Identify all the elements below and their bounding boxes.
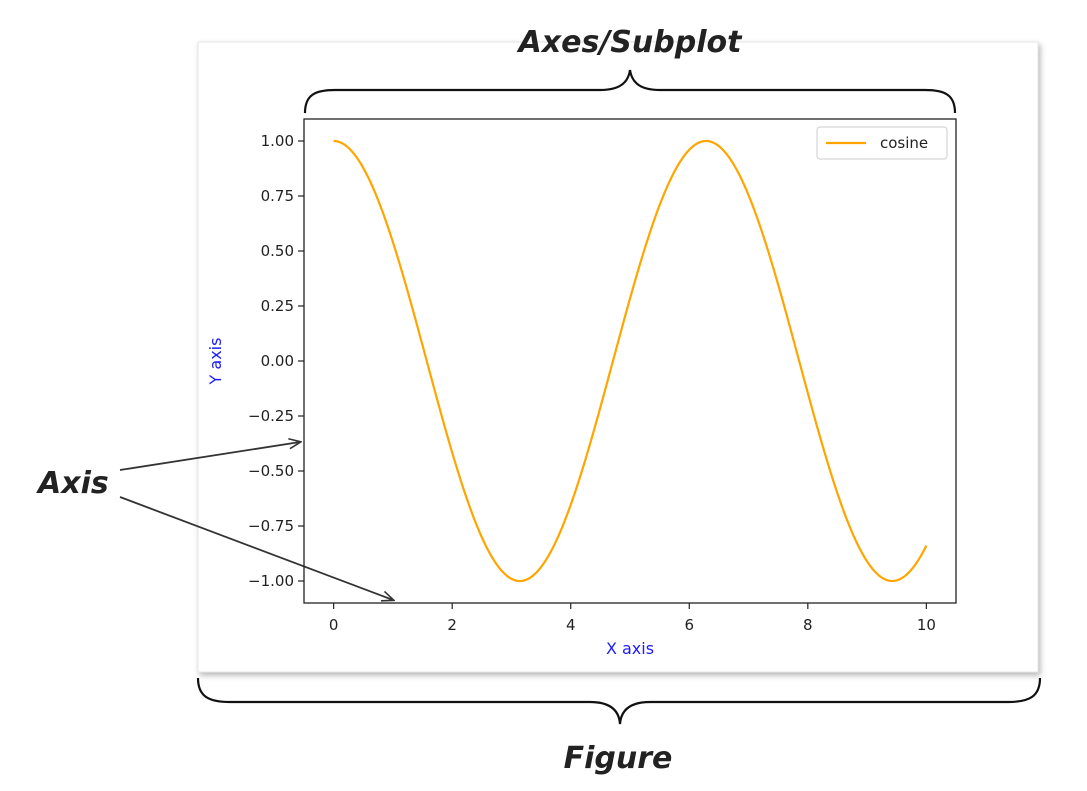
figure-brace — [196, 677, 1042, 725]
y-tick-label: −0.50 — [248, 462, 294, 480]
y-tick-label: −0.25 — [248, 407, 294, 425]
axis-arrow-x — [119, 496, 393, 600]
y-tick-label: 1.00 — [261, 132, 294, 150]
series-line-cosine — [333, 139, 928, 583]
x-tick-label: 0 — [329, 616, 339, 634]
x-tick-label: 10 — [917, 616, 936, 634]
y-tick-label: 0.75 — [261, 187, 294, 205]
figure-annotation: Figure — [564, 741, 673, 776]
y-tick-label: 0.25 — [261, 297, 294, 315]
legend-label-cosine: cosine — [880, 134, 928, 152]
x-axis-ticks: 0 2 4 6 8 10 — [329, 603, 936, 634]
axes-brace — [303, 69, 957, 114]
plot-area: 0 2 4 6 8 10 1.00 0.75 0.50 0.25 0.00 −0.25 −0.50 −0… — [206, 118, 957, 658]
legend-box — [816, 126, 948, 160]
y-tick-label: 0.00 — [261, 352, 294, 370]
y-axis-label: Y axis — [206, 338, 225, 386]
axis-annotation: Axis — [36, 466, 109, 501]
y-tick-label: 0.50 — [261, 242, 294, 260]
x-tick-label: 2 — [447, 616, 457, 634]
axis-arrow-y — [119, 442, 300, 471]
x-axis-label: X axis — [606, 639, 654, 658]
axes-subplot-annotation: Axes/Subplot — [517, 25, 744, 60]
x-tick-label: 8 — [803, 616, 813, 634]
x-tick-label: 4 — [566, 616, 576, 634]
y-axis-ticks: 1.00 0.75 0.50 0.25 0.00 −0.25 −0.50 −0.75 −1.00 — [248, 132, 304, 590]
x-tick-label: 6 — [684, 616, 694, 634]
y-tick-label: −1.00 — [248, 572, 294, 590]
legend: cosine — [816, 126, 948, 160]
y-tick-label: −0.75 — [248, 517, 294, 535]
